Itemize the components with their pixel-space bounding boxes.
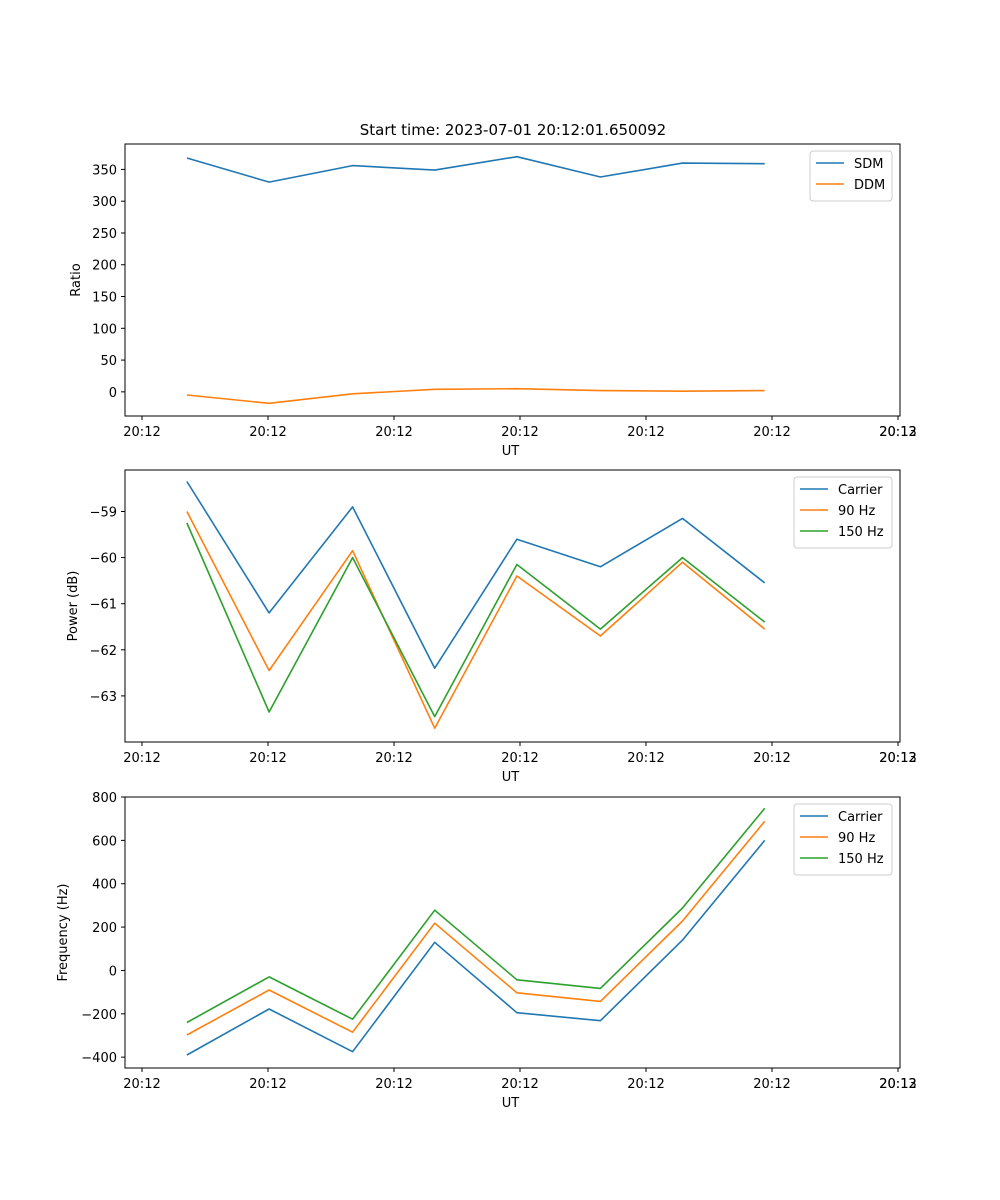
power-x-tick-label: 20:12 (249, 751, 286, 766)
frequency-x-tick-label: 20:13 (879, 1077, 916, 1092)
frequency-y-tick-label: 400 (92, 878, 117, 893)
chart-title: Start time: 2023-07-01 20:12:01.650092 (360, 121, 666, 139)
frequency-x-tick-label: 20:12 (123, 1077, 160, 1092)
power-series-line-carrier (186, 481, 766, 670)
frequency-series-line-150hz (186, 807, 766, 1024)
power-x-tick-label: 20:12 (375, 751, 412, 766)
frequency-axes-frame (124, 796, 901, 1069)
power-axes-frame (124, 469, 901, 743)
ratio-y-tick-label: 50 (100, 354, 117, 369)
frequency-y-axis-label: Frequency (Hz) (56, 883, 71, 981)
ratio-series-line-sdm (186, 155, 765, 183)
power-legend-label-carrier: Carrier (838, 483, 883, 498)
power-y-tick-label: −61 (90, 598, 117, 613)
frequency-chart: 20:12 20:12 20:12 20:12 20:12 20:12 20:1220:13… (56, 791, 917, 1111)
frequency-y-tick-label: 800 (92, 791, 117, 806)
ratio-y-tick-label: 100 (92, 322, 117, 337)
ratio-x-tick-label: 20:12 (375, 425, 412, 440)
ratio-x-tick-label: 20:12 (123, 425, 160, 440)
frequency-legend-label-150hz: 150 Hz (838, 852, 884, 867)
frequency-y-tick-label: 200 (92, 921, 117, 936)
ratio-y-tick-label: 200 (92, 259, 117, 274)
frequency-x-tick-label: 20:12 (501, 1077, 538, 1092)
ratio-y-tick-label: 350 (92, 163, 117, 178)
power-x-tick-label: 20:12 (123, 751, 160, 766)
frequency-x-axis-label: UT (502, 1096, 520, 1111)
frequency-y-tick-label: 600 (92, 834, 117, 849)
power-y-tick-label: −62 (90, 644, 117, 659)
power-x-tick-label: 20:12 (501, 751, 538, 766)
ratio-x-tick-label: 20:12 (879, 425, 916, 440)
power-series-line-150hz (186, 522, 766, 718)
ratio-legend-label-sdm: SDM (854, 157, 883, 172)
ratio-axes-frame (124, 143, 901, 417)
ratio-x-tick-label: 20:13 (879, 425, 916, 440)
frequency-y-tick-label: −200 (81, 1008, 117, 1023)
ratio-legend-label-ddm: DDM (854, 178, 885, 193)
frequency-x-tick-label: 20:12 (375, 1077, 412, 1092)
power-series-line-90hz (186, 511, 766, 730)
frequency-y-tick-label: 0 (109, 964, 117, 979)
ratio-x-tick-label: 20:12 (627, 425, 664, 440)
ratio-x-tick-label: 20:12 (501, 425, 538, 440)
ratio-x-axis-label: UT (502, 444, 520, 459)
frequency-series-line-90hz (186, 820, 766, 1036)
frequency-legend-label-carrier: Carrier (838, 810, 883, 825)
power-legend-label-90hz: 90 Hz (838, 504, 875, 519)
power-x-tick-label: 20:12 (753, 751, 790, 766)
ratio-chart: 20:12 20:12 20:12 20:12 20:12 20:12 20:1220:13… (69, 143, 917, 459)
power-y-tick-label: −60 (90, 552, 117, 567)
power-x-axis-label: UT (502, 770, 520, 785)
power-chart: 20:12 20:12 20:12 20:12 20:12 20:12 20:1220:13… (66, 469, 917, 785)
ratio-y-tick-label: 150 (92, 291, 117, 306)
ratio-x-tick-label: 20:12 (753, 425, 790, 440)
ratio-y-tick-label: 250 (92, 227, 117, 242)
frequency-legend-label-90hz: 90 Hz (838, 831, 875, 846)
ratio-y-tick-label: 0 (109, 386, 117, 401)
frequency-x-tick-label: 20:12 (249, 1077, 286, 1092)
frequency-x-tick-label: 20:12 (627, 1077, 664, 1092)
power-legend-label-150hz: 150 Hz (838, 525, 884, 540)
frequency-series-line-carrier (186, 839, 766, 1056)
power-x-tick-label: 20:12 (627, 751, 664, 766)
power-x-tick-label: 20:13 (879, 751, 916, 766)
power-y-tick-label: −63 (90, 690, 117, 705)
frequency-x-tick-label: 20:12 (753, 1077, 790, 1092)
frequency-y-tick-label: −400 (81, 1051, 117, 1066)
power-y-axis-label: Power (dB) (66, 571, 81, 642)
ratio-y-tick-label: 300 (92, 195, 117, 210)
ratio-y-axis-label: Ratio (69, 263, 84, 296)
power-x-tick-label: 20:12 (879, 751, 916, 766)
frequency-x-tick-label: 20:12 (879, 1077, 916, 1092)
ratio-x-tick-label: 20:12 (249, 425, 286, 440)
ratio-series-line-ddm (186, 387, 765, 405)
power-y-tick-label: −59 (90, 505, 117, 520)
